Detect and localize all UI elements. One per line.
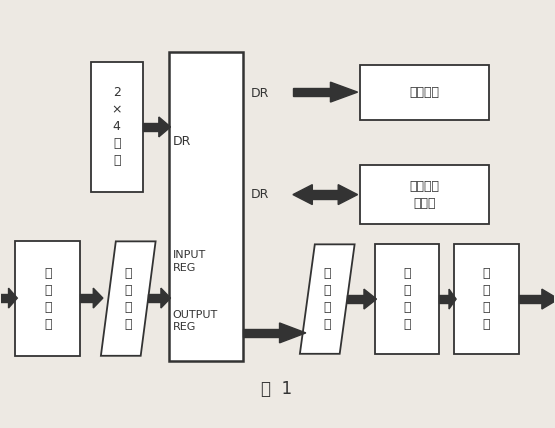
Polygon shape — [542, 289, 555, 309]
Polygon shape — [293, 184, 312, 205]
Bar — [439, 295, 449, 303]
Bar — [148, 294, 161, 302]
Polygon shape — [280, 323, 306, 343]
Text: 输
出
接
口: 输 出 接 口 — [324, 267, 331, 331]
Text: 输
出
电
路: 输 出 电 路 — [403, 267, 411, 331]
Text: DR: DR — [251, 188, 270, 201]
Bar — [80, 294, 93, 302]
Bar — [519, 295, 542, 303]
Bar — [375, 244, 439, 354]
Polygon shape — [93, 288, 103, 308]
Bar — [91, 62, 143, 192]
Text: 输
入
接
口: 输 入 接 口 — [124, 267, 132, 330]
Polygon shape — [8, 288, 17, 308]
Bar — [360, 165, 489, 224]
Bar — [454, 244, 519, 354]
Polygon shape — [101, 241, 155, 356]
Bar — [16, 241, 80, 356]
Polygon shape — [159, 117, 170, 137]
Text: 液晶显示: 液晶显示 — [409, 86, 439, 99]
Bar — [0, 294, 8, 302]
Bar — [143, 123, 159, 131]
Polygon shape — [449, 289, 456, 309]
Bar — [360, 65, 489, 120]
Bar — [293, 88, 330, 96]
Text: DR: DR — [173, 135, 191, 149]
Text: 输
入
电
路: 输 入 电 路 — [44, 267, 52, 330]
Text: 用户程序
存储器: 用户程序 存储器 — [409, 180, 439, 210]
Text: INPUT
REG: INPUT REG — [173, 250, 206, 273]
Bar — [169, 52, 243, 361]
Polygon shape — [300, 244, 355, 354]
Bar — [347, 295, 364, 303]
Text: 执
行
机
构: 执 行 机 构 — [483, 267, 490, 331]
Text: DR: DR — [251, 86, 270, 100]
Polygon shape — [161, 288, 170, 308]
Bar — [243, 329, 280, 337]
Polygon shape — [364, 289, 376, 309]
Text: 2
×
4
键
盘: 2 × 4 键 盘 — [112, 86, 122, 167]
Polygon shape — [338, 184, 357, 205]
Text: 图  1: 图 1 — [261, 380, 292, 398]
Text: OUTPUT
REG: OUTPUT REG — [173, 309, 218, 333]
Bar — [312, 190, 338, 199]
Polygon shape — [330, 82, 357, 102]
